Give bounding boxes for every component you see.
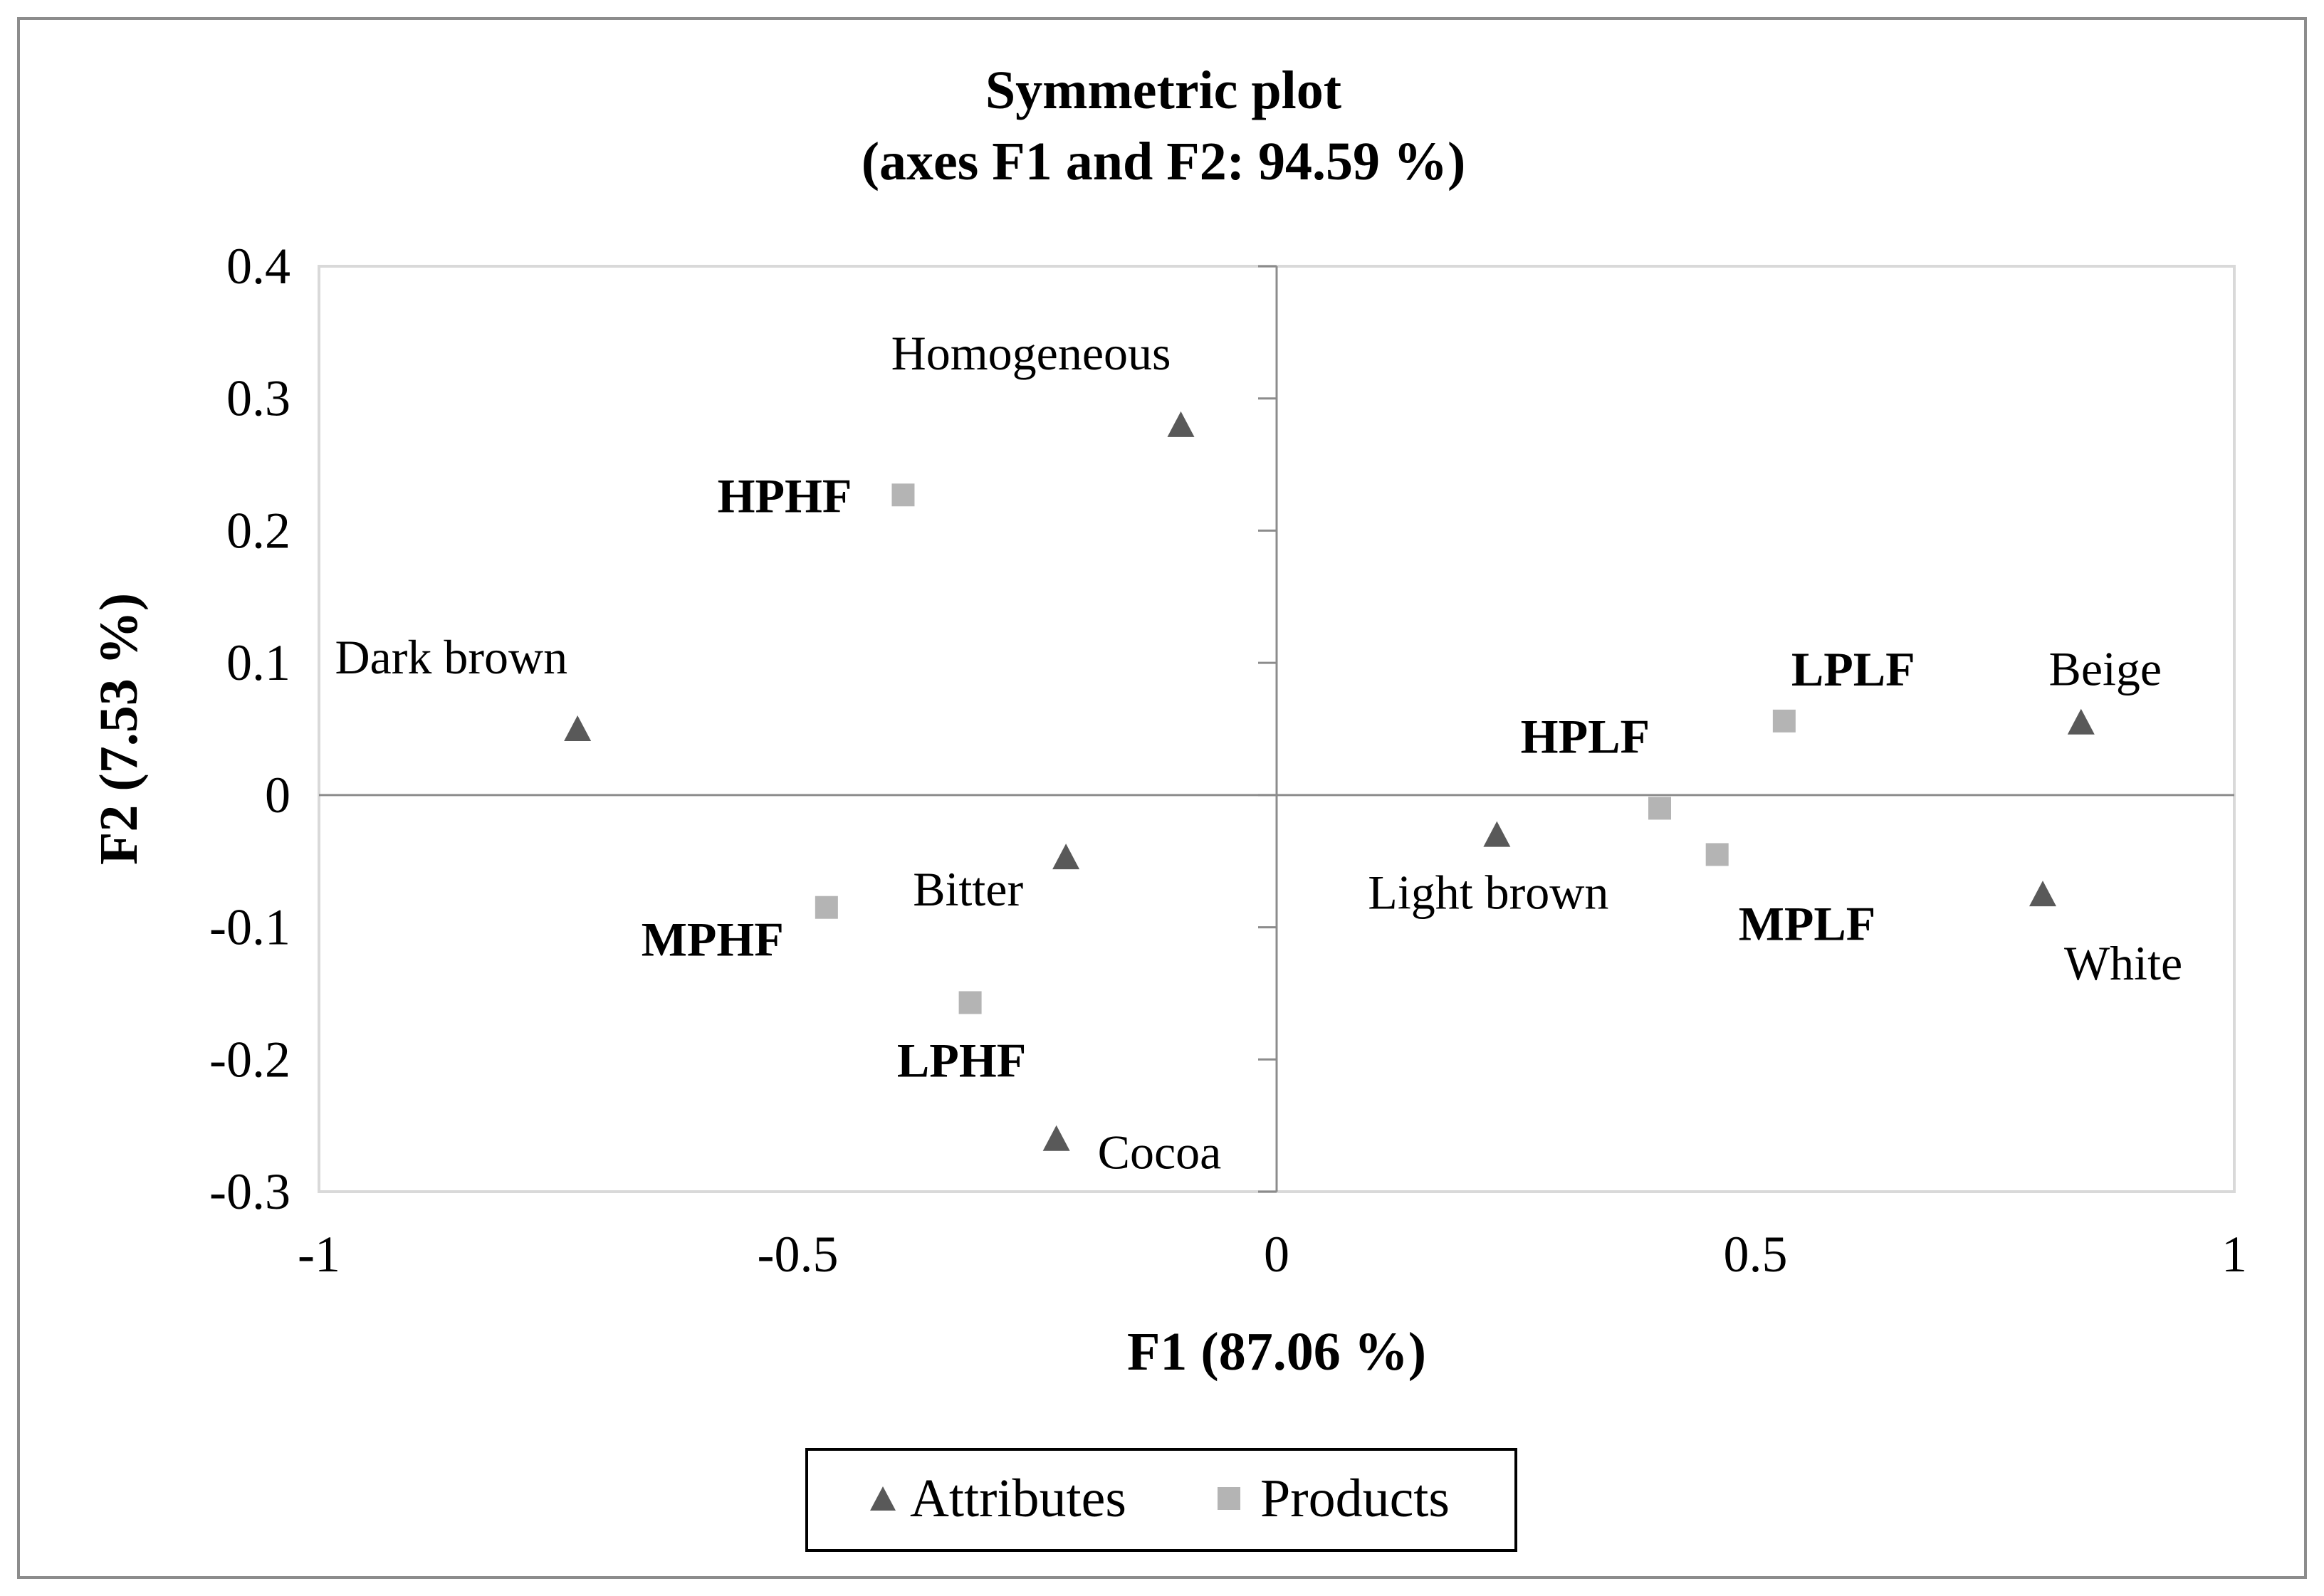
attribute-point-bitter <box>1052 844 1080 870</box>
point-label-mplf: MPLF <box>1739 896 1876 950</box>
attribute-point-cocoa <box>1042 1125 1070 1151</box>
product-point-lplf <box>1772 709 1796 733</box>
y-axis-label: F2 (7.53 %) <box>89 593 149 865</box>
point-label-homogeneous: Homogeneous <box>891 326 1171 380</box>
point-label-cocoa: Cocoa <box>1098 1125 1222 1180</box>
x-tick-label: 0.5 <box>1724 1226 1788 1283</box>
x-tick-label: -1 <box>298 1226 340 1283</box>
product-point-hphf <box>891 483 915 507</box>
x-tick-label: -0.5 <box>758 1226 839 1283</box>
chart-outer-border <box>17 17 2307 1579</box>
axes-layer <box>319 265 2234 1193</box>
y-tick-label: 0.4 <box>226 238 290 295</box>
y-tick-label: 0.2 <box>226 502 290 559</box>
chart-title: Symmetric plot <box>985 61 1341 120</box>
attribute-point-homogeneous <box>1167 411 1195 437</box>
point-label-white: White <box>2064 936 2182 990</box>
product-point-hplf <box>1648 797 1671 820</box>
y-tick-label: 0.3 <box>226 370 290 427</box>
y-tick-label: -0.2 <box>209 1031 290 1088</box>
point-labels-layer: Homogeneous Dark brown Bitter Cocoa Light br… <box>335 326 2182 1180</box>
x-tick-label: 0 <box>1264 1226 1289 1283</box>
y-tick-label: -0.3 <box>209 1163 290 1220</box>
legend-box <box>805 1448 1517 1552</box>
legend: Attributes Products <box>805 1448 1517 1552</box>
attribute-point-dark-brown <box>564 715 592 741</box>
point-label-bitter: Bitter <box>913 862 1023 916</box>
point-label-lplf: LPLF <box>1791 642 1915 696</box>
point-label-beige: Beige <box>2048 642 2162 696</box>
y-tick-label: 0 <box>265 767 290 824</box>
attribute-point-light-brown <box>1483 821 1511 847</box>
y-tick-label: -0.1 <box>209 899 290 956</box>
legend-label-attributes: Attributes <box>910 1469 1126 1528</box>
tick-labels-layer: 0.4 0.3 0.2 0.1 0 -0.1 -0.2 -0.3-1 -0.5 0 0.5 1 <box>209 238 2247 1283</box>
x-axis-label: F1 (87.06 %) <box>1127 1322 1426 1382</box>
chart-subtitle: (axes F1 and F2: 94.59 %) <box>862 132 1466 191</box>
product-point-mphf <box>815 896 838 919</box>
point-label-hphf: HPHF <box>718 468 852 523</box>
point-label-lphf: LPHF <box>897 1033 1026 1087</box>
attribute-point-white <box>2029 881 2056 907</box>
legend-square-icon <box>1218 1487 1240 1510</box>
product-point-lphf <box>958 991 982 1014</box>
legend-triangle-icon <box>870 1486 896 1511</box>
point-label-dark-brown: Dark brown <box>335 630 567 684</box>
marks-layer <box>564 411 2095 1151</box>
point-label-hplf: HPLF <box>1521 709 1650 763</box>
point-label-mphf: MPHF <box>642 913 784 967</box>
attribute-point-beige <box>2067 708 2095 735</box>
product-point-mplf <box>1705 843 1729 866</box>
legend-label-products: Products <box>1260 1469 1450 1528</box>
y-tick-label: 0.1 <box>226 634 290 691</box>
point-label-light-brown: Light brown <box>1368 866 1608 920</box>
x-tick-label: 1 <box>2221 1226 2247 1283</box>
